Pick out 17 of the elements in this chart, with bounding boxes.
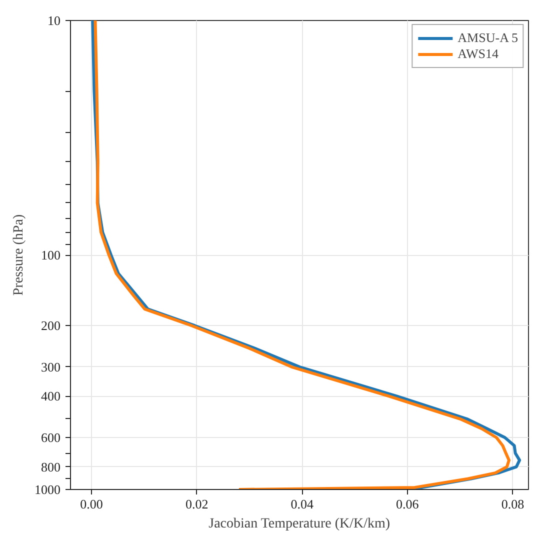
x-axis-title: Jacobian Temperature (K/K/km) [208, 516, 390, 532]
y-tick-label: 200 [41, 318, 60, 334]
y-tick-label: 300 [41, 359, 60, 374]
legend-label: AMSU-A 5 [458, 30, 518, 46]
y-tick-label: 10 [48, 13, 60, 28]
x-tick-label: 0.04 [290, 496, 314, 512]
y-tick-label: 800 [41, 459, 60, 474]
x-tick-label: 0.06 [396, 496, 420, 512]
x-tick-label: 0.00 [80, 496, 103, 512]
y-tick-label: 100 [41, 248, 60, 262]
y-tick-label: 600 [41, 430, 60, 445]
y-axis-title: Pressure (hPa) [12, 214, 26, 296]
x-tick-label: 0.02 [185, 496, 208, 512]
y-tick-label: 400 [41, 388, 60, 404]
y-tick-label: 1000 [34, 482, 60, 497]
legend-label: AWS14 [458, 46, 499, 62]
x-tick-label: 0.08 [501, 496, 524, 512]
